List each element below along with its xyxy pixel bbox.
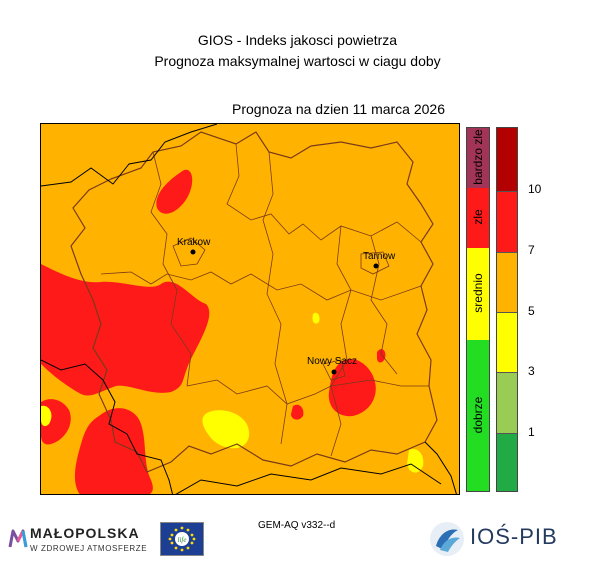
legend-tick-1: 1 [528, 425, 535, 439]
voivodeship-border-north [41, 124, 218, 187]
city-marker-krakow [190, 249, 196, 255]
ios-pib-logo: IOŚ-PIB [428, 520, 557, 563]
county-line-4 [262, 151, 288, 445]
value-band-below-1 [497, 433, 517, 491]
forecast-map: Krakow Tarnow Nowy Sacz [40, 123, 460, 495]
map-title: GIOS - Indeks jakosci powietrza [197, 32, 398, 48]
legend-tick-7: 7 [528, 243, 535, 257]
value-legend [496, 127, 518, 492]
value-band-7-10 [497, 191, 517, 252]
zone-high-east-spot [377, 349, 386, 363]
tarnow-district [360, 251, 390, 275]
category-srednio: srednio [467, 248, 489, 340]
category-label-dobrze: dobrze [471, 396, 485, 434]
city-label-krakow: Krakow [177, 237, 211, 248]
city-label-tarnow: Tarnow [363, 251, 396, 262]
zone-low-center [312, 312, 320, 324]
eu-stars-icon: life [168, 526, 196, 552]
forecast-date: Prognoza na dzien 11 marca 2026 [232, 101, 445, 117]
category-label-bardzo-zle: bardzo zle [471, 129, 485, 185]
zone-high-southwest [75, 408, 153, 494]
model-label: GEM-AQ v332--d [258, 520, 336, 531]
city-marker-tarnow [373, 263, 379, 269]
map-svg: Krakow Tarnow Nowy Sacz [41, 124, 459, 494]
legend-tick-3: 3 [528, 364, 535, 378]
category-zle: zle [467, 188, 489, 248]
county-line-1 [150, 151, 192, 387]
county-line-3 [100, 271, 422, 301]
category-dobrze: dobrze [467, 340, 489, 491]
krakow-district [172, 237, 206, 267]
ios-pib-text: IOŚ-PIB [470, 524, 558, 549]
malopolska-logo: MAŁOPOLSKA W ZDROWEJ ATMOSFERZE [8, 525, 147, 556]
nowysacz-district [322, 359, 346, 381]
map-subtitle: Prognoza maksymalnej wartosci w ciagu do… [154, 53, 441, 69]
category-label-srednio: srednio [471, 273, 485, 313]
category-legend: bardzo zle zle srednio dobrze [466, 127, 490, 492]
state-border-south [175, 463, 442, 494]
county-line-5 [330, 225, 352, 457]
value-band-3-5 [497, 312, 517, 372]
malopolska-word: MAŁOPOLSKA [30, 525, 140, 541]
county-line-7 [370, 235, 398, 375]
legend-tick-5: 5 [528, 304, 535, 318]
zone-low-southeast [407, 448, 424, 473]
zone-high-nowysacz [328, 358, 376, 417]
malopolska-tagline: W ZDROWEJ ATMOSFERZE [30, 544, 148, 553]
zone-low-south [202, 410, 250, 449]
state-border-southeast [424, 441, 457, 494]
county-line-6 [186, 379, 429, 405]
legend-tick-10: 10 [528, 182, 542, 196]
city-label-nowysacz: Nowy Sacz [307, 356, 357, 367]
zone-high-west [41, 264, 210, 396]
voivodeship-border-west [41, 359, 174, 494]
county-line-2 [226, 143, 422, 243]
value-band-above-10 [497, 128, 517, 191]
zone-high-north [156, 169, 193, 214]
eu-life-logo: life [160, 522, 204, 556]
zone-high-south-spot [291, 404, 304, 420]
malopolska-logo-icon [8, 529, 28, 548]
svg-text:life: life [178, 536, 187, 544]
value-band-1-3 [497, 372, 517, 433]
ios-pib-icon [430, 522, 464, 556]
city-marker-nowysacz [331, 369, 337, 375]
value-band-5-7 [497, 252, 517, 312]
category-label-zle: zle [471, 209, 485, 225]
zone-low-west [41, 405, 52, 427]
category-bardzo-zle: bardzo zle [467, 128, 489, 188]
